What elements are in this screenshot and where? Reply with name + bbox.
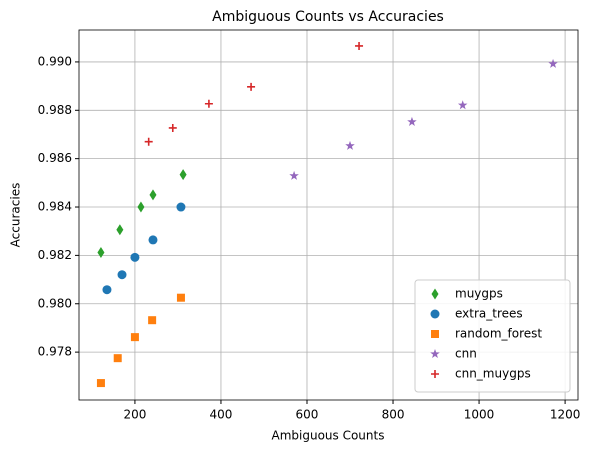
x-tick-label: 1000: [464, 408, 495, 422]
point: [144, 137, 153, 146]
point: [113, 354, 122, 363]
legend-label: muygps: [455, 287, 503, 301]
point: [117, 270, 127, 280]
y-tick-label: 0.984: [38, 200, 72, 214]
plot-frame: [78, 29, 579, 401]
point: [457, 100, 468, 110]
y-tick-label: 0.990: [38, 54, 72, 68]
point: [116, 224, 124, 236]
legend-marker: [431, 370, 439, 378]
point: [97, 246, 105, 258]
point: [345, 140, 355, 150]
legend-marker: [431, 330, 439, 338]
point: [168, 123, 177, 132]
point: [96, 379, 105, 388]
y-tick-label: 0.986: [38, 151, 72, 165]
point: [102, 285, 112, 295]
point: [130, 252, 140, 262]
y-tick-label: 0.980: [38, 296, 72, 310]
legend-label: cnn_muygps: [455, 367, 531, 381]
x-tick-label: 1200: [550, 408, 581, 422]
point: [137, 201, 145, 213]
legend-label: extra_trees: [455, 307, 523, 321]
x-tick-label: 600: [296, 408, 319, 422]
point: [548, 58, 558, 68]
y-axis-label: Accuracies: [9, 183, 23, 248]
point: [130, 333, 139, 342]
point: [407, 116, 417, 126]
point: [176, 293, 185, 302]
legend-box: [414, 279, 571, 393]
point: [204, 99, 213, 108]
chart-title: Ambiguous Counts vs Accuracies: [212, 9, 444, 25]
point: [148, 316, 157, 325]
point: [149, 189, 157, 201]
point: [355, 41, 364, 50]
point: [247, 82, 256, 91]
legend-label: cnn: [455, 347, 477, 361]
y-tick-label: 0.988: [38, 103, 72, 117]
point: [179, 169, 187, 181]
x-tick-label: 400: [210, 408, 233, 422]
x-tick-label: 200: [123, 408, 146, 422]
point: [176, 202, 186, 212]
x-axis-label: Ambiguous Counts: [272, 429, 385, 443]
y-tick-label: 0.982: [38, 248, 72, 262]
legend-marker: [430, 349, 440, 359]
point: [148, 235, 158, 245]
point: [289, 170, 299, 180]
legend-marker: [431, 288, 439, 300]
legend-label: random_forest: [455, 327, 542, 341]
y-tick-label: 0.978: [38, 345, 72, 359]
legend-marker: [430, 309, 440, 319]
x-tick-label: 800: [382, 408, 405, 422]
